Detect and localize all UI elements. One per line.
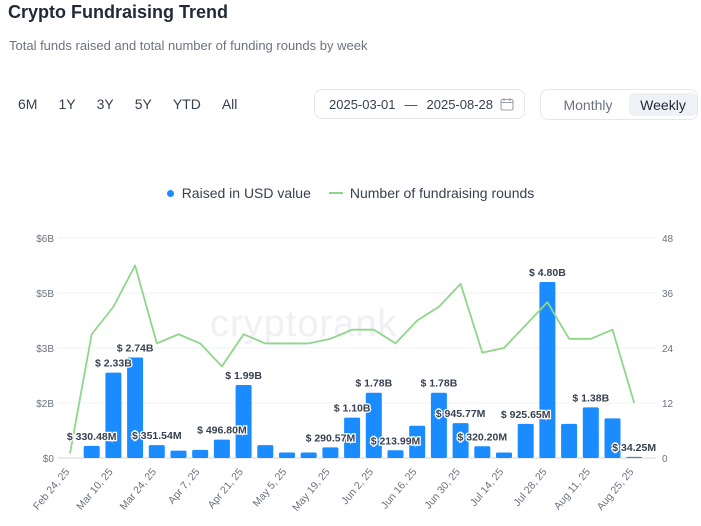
bar-data-label: $ 1.78B [421, 378, 458, 390]
bar [430, 392, 447, 458]
bar-data-label: $ 1.38B [572, 392, 609, 404]
range-1y-button[interactable]: 1Y [58, 96, 76, 112]
range-6m-button[interactable]: 6M [18, 96, 38, 112]
y-right-tick-label: 36 [662, 289, 674, 300]
bar-data-label: $ 2.74B [117, 343, 154, 355]
y-right-tick-label: 24 [662, 344, 674, 355]
legend-label-raised: Raised in USD value [181, 185, 311, 201]
bar-data-label: $ 290.57M [306, 432, 356, 444]
chart-legend: Raised in USD value Number of fundraisin… [0, 185, 701, 201]
bar [322, 447, 339, 458]
monthly-toggle-button[interactable]: Monthly [547, 93, 629, 116]
x-tick-label: Apr 7, 25 [166, 466, 203, 506]
bar [409, 425, 426, 458]
legend-item-rounds[interactable]: Number of fundraising rounds [328, 185, 535, 201]
bar [517, 423, 534, 458]
date-end: 2025-08-28 [426, 96, 494, 112]
bar [300, 452, 317, 458]
legend-item-raised[interactable]: Raised in USD value [166, 185, 311, 201]
bar [235, 385, 252, 458]
bar [387, 450, 404, 458]
x-tick-label: Mar 10, 25 [74, 466, 116, 512]
bar [452, 423, 469, 458]
bar [496, 452, 512, 458]
date-separator: — [404, 96, 418, 112]
y-left-tick-label: $2B [36, 399, 54, 410]
x-tick-label: May 5, 25 [250, 466, 289, 509]
bar [604, 418, 621, 458]
bar [365, 392, 382, 458]
range-5y-button[interactable]: 5Y [134, 96, 152, 112]
bar-data-label: $ 1.10B [334, 403, 371, 415]
page-title: Crypto Fundraising Trend [8, 2, 229, 22]
bar-data-label: $ 925.65M [501, 409, 551, 421]
x-tick-label: Apr 21, 25 [206, 466, 246, 511]
y-left-tick-label: $0 [43, 454, 55, 465]
bar [539, 282, 556, 458]
x-tick-label: Jun 16, 25 [379, 466, 420, 511]
calendar-icon[interactable] [500, 97, 514, 111]
x-tick-label: Feb 24, 25 [31, 466, 73, 512]
y-left-tick-label: $3B [36, 344, 54, 355]
rounds-line [69, 264, 636, 454]
bar [474, 446, 491, 458]
bar [257, 445, 274, 458]
legend-dot-icon [166, 189, 174, 197]
bar [170, 450, 187, 458]
range-3y-button[interactable]: 3Y [96, 96, 114, 112]
bar-data-label: $ 34.25M [612, 442, 656, 454]
x-tick-label: Jun 2, 25 [339, 466, 376, 507]
bar [626, 456, 643, 458]
y-left-tick-label: $5B [36, 289, 54, 300]
legend-label-rounds: Number of fundraising rounds [349, 185, 535, 201]
date-range-picker[interactable]: 2025-03-01 — 2025-08-28 [314, 89, 525, 119]
bar-data-label: $ 330.48M [67, 431, 117, 443]
bar [582, 407, 599, 458]
date-start: 2025-03-01 [329, 96, 396, 112]
range-selector: 6M 1Y 3Y 5Y YTD All [18, 96, 258, 112]
x-tick-label: May 19, 25 [290, 466, 333, 514]
bar-data-label: $ 1.99B [225, 370, 262, 382]
x-tick-label: Jul 28, 25 [511, 466, 550, 509]
bar-data-label: $ 213.99M [371, 435, 421, 447]
bar-data-label: $ 351.54M [132, 430, 182, 442]
bar [561, 423, 578, 458]
bar-data-label: $ 4.80B [529, 267, 566, 279]
y-left-tick-label: $6B [36, 234, 54, 245]
x-tick-label: Aug 11, 25 [552, 466, 593, 512]
bar [344, 417, 361, 458]
y-right-tick-label: 0 [662, 454, 668, 465]
bar-data-label: $ 2.33B [95, 358, 132, 370]
bar [213, 439, 230, 458]
bar [148, 445, 165, 458]
x-tick-label: Aug 25, 25 [595, 466, 637, 513]
bar [192, 449, 209, 458]
bar-data-label: $ 1.78B [355, 378, 392, 390]
legend-line-icon [328, 192, 343, 194]
bar [105, 372, 122, 458]
x-tick-label: Jul 14, 25 [468, 466, 507, 509]
x-tick-label: Jun 30, 25 [422, 466, 463, 511]
y-right-tick-label: 12 [662, 399, 674, 410]
bar [279, 452, 295, 458]
x-tick-label: Mar 24, 25 [118, 466, 160, 512]
bar [127, 357, 144, 458]
bar [83, 445, 100, 458]
weekly-toggle-button[interactable]: Weekly [629, 93, 697, 116]
page-subtitle: Total funds raised and total number of f… [9, 38, 368, 53]
range-ytd-button[interactable]: YTD [172, 96, 201, 112]
bar-data-label: $ 945.77M [436, 408, 486, 420]
bar-data-label: $ 320.20M [457, 431, 507, 443]
range-all-button[interactable]: All [221, 96, 238, 112]
period-toggle: Monthly Weekly [540, 89, 698, 120]
y-right-tick-label: 48 [662, 234, 674, 245]
bar-data-label: $ 496.80M [197, 425, 247, 437]
